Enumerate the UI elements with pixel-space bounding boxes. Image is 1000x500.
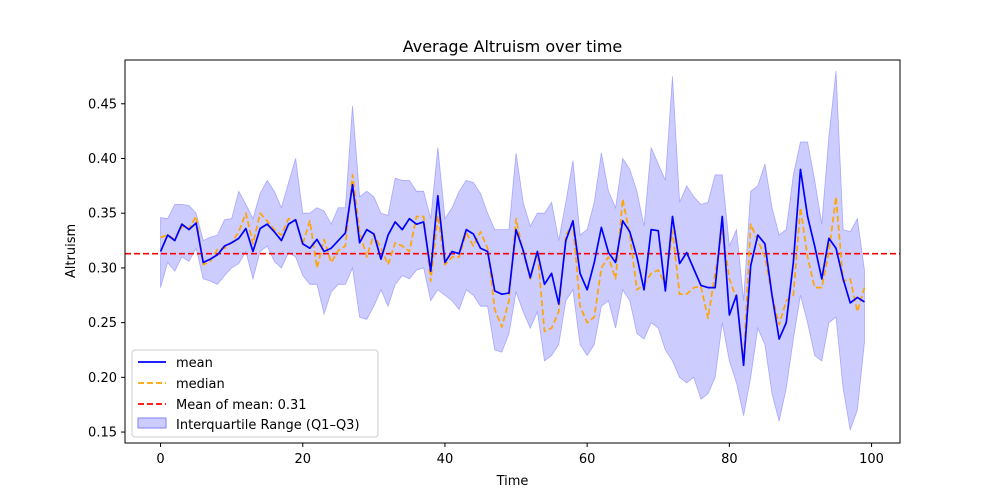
median-series-line [160, 174, 866, 362]
y-tick-label: 0.35 [88, 207, 117, 222]
y-tick-label: 0.40 [88, 152, 117, 167]
x-axis-title: Time [496, 474, 529, 489]
mean-series-line [159, 168, 865, 367]
y-tick-label: 0.20 [88, 371, 117, 386]
chart-title: Average Altruism over time [403, 37, 623, 56]
iqr-band [160, 70, 865, 432]
legend-iqr-label: Interquartile Range (Q1–Q3) [176, 418, 360, 433]
y-axis-title: Altruism [64, 224, 79, 278]
plot-area [125, 70, 900, 432]
x-tick-label: 0 [156, 452, 164, 467]
legend-median-label: median [176, 377, 225, 392]
legend-mean-of-mean-label: Mean of mean: 0.31 [176, 398, 307, 413]
x-tick-label: 80 [721, 452, 738, 467]
y-tick-label: 0.15 [88, 426, 117, 441]
y-tick-label: 0.25 [88, 316, 117, 331]
y-tick-label: 0.30 [88, 261, 117, 276]
x-tick-label: 100 [859, 452, 884, 467]
x-tick-label: 60 [579, 452, 596, 467]
plot-frame [124, 59, 901, 444]
legend: mean median Mean of mean: 0.31 Interquar… [131, 349, 379, 438]
legend-mean-label: mean [176, 356, 213, 371]
x-axis: 0 20 40 60 80 100 [156, 443, 884, 467]
x-tick-label: 40 [437, 452, 454, 467]
y-tick-label: 0.45 [88, 97, 117, 112]
x-tick-label: 20 [294, 452, 311, 467]
y-axis: 0.15 0.20 0.25 0.30 0.35 0.40 0.45 [88, 97, 125, 441]
legend-iqr-swatch [137, 417, 167, 429]
legend-box [131, 349, 379, 438]
